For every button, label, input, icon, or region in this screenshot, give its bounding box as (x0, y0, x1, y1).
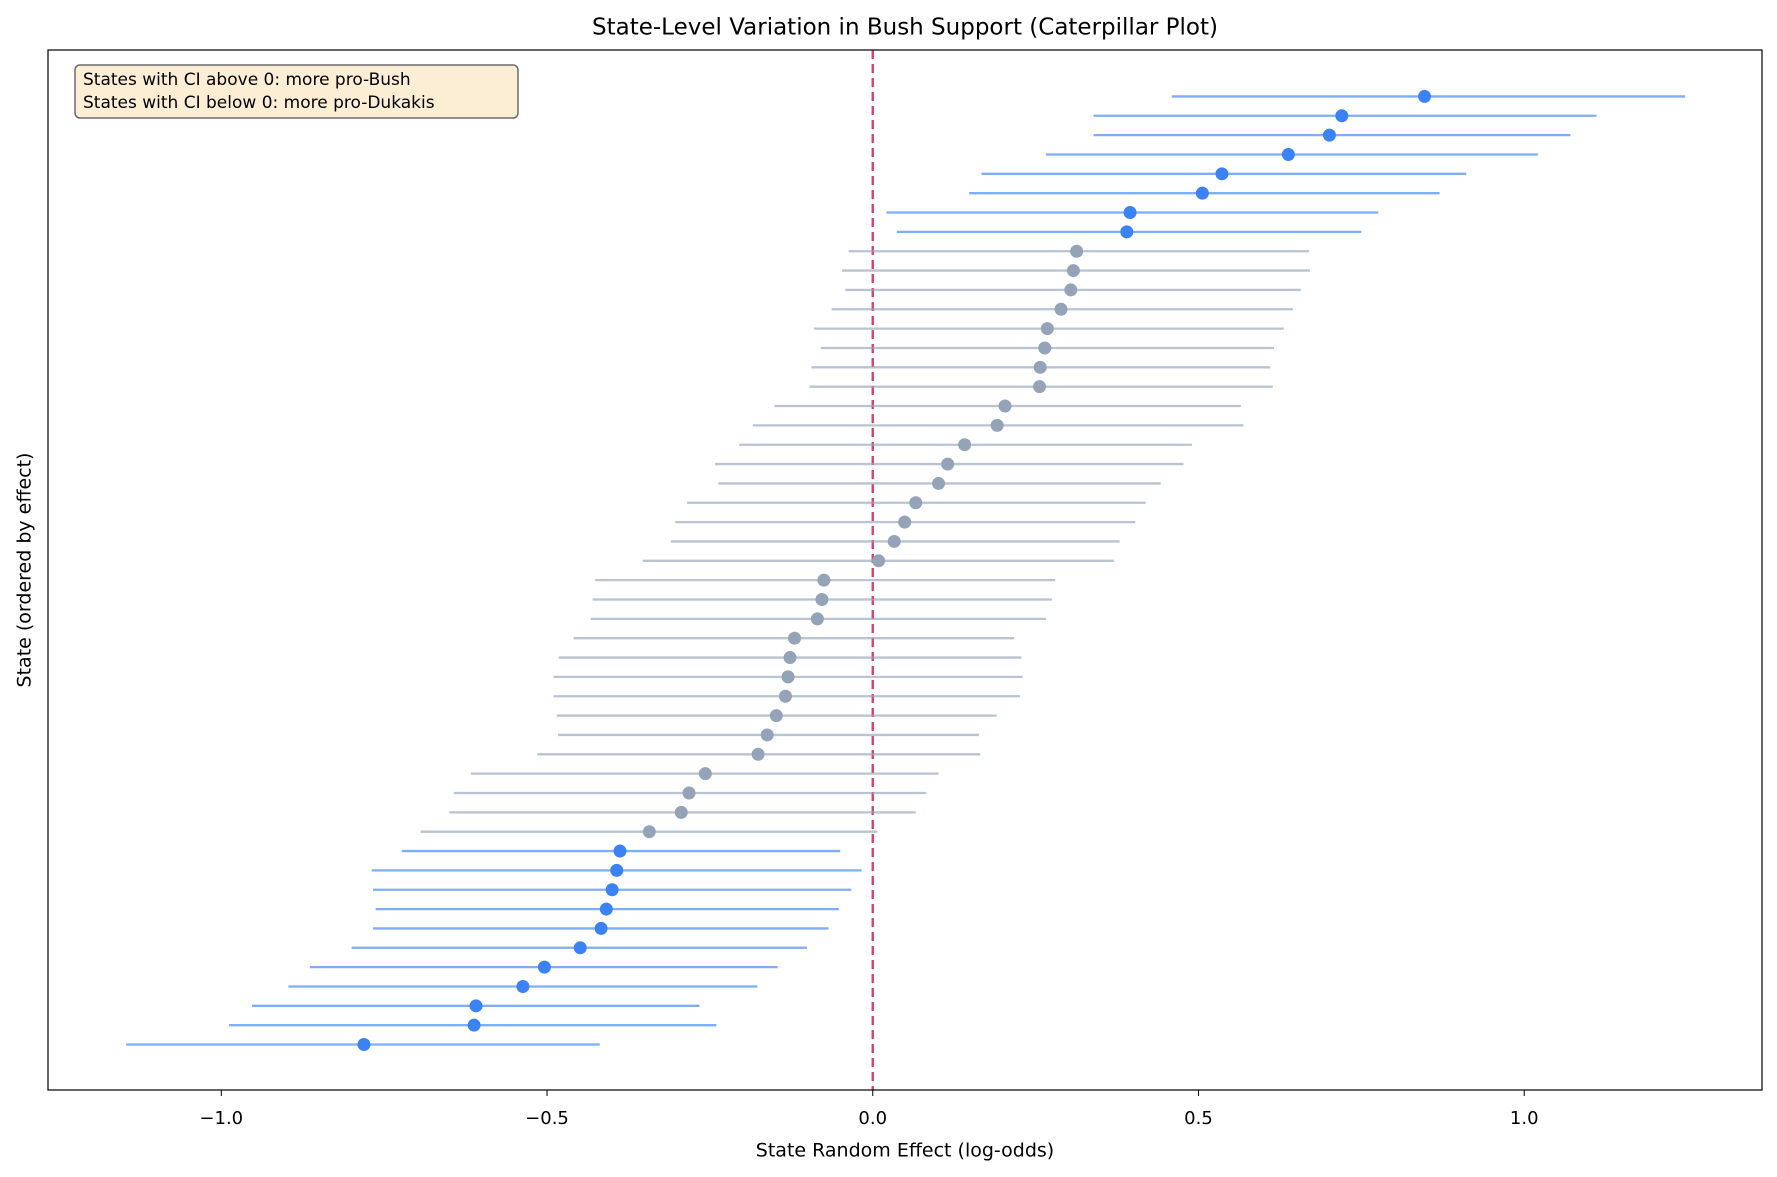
estimate-point (1066, 264, 1080, 278)
x-tick-label: 0.5 (1184, 1108, 1213, 1129)
estimate-point (898, 515, 912, 529)
estimate-point (467, 1018, 481, 1032)
estimate-point (1033, 360, 1047, 374)
estimate-point (958, 438, 972, 452)
estimate-point (781, 670, 795, 684)
annotation-text: States with CI below 0: more pro-Dukakis (83, 93, 435, 113)
y-axis-label: State (ordered by effect) (14, 453, 36, 688)
estimate-point (1070, 244, 1084, 258)
x-axis-label: State Random Effect (log-odds) (756, 1140, 1054, 1162)
estimate-point (642, 825, 656, 839)
estimate-point (769, 709, 783, 723)
estimate-point (537, 960, 551, 974)
annotation: States with CI above 0: more pro-Bush Sta… (74, 64, 519, 119)
estimate-point (887, 534, 901, 548)
estimate-point (990, 418, 1004, 432)
x-tick-label: −0.5 (525, 1108, 569, 1129)
estimate-point (941, 457, 955, 471)
estimate-point (815, 593, 829, 607)
estimate-point (1195, 186, 1209, 200)
plot-frame (47, 49, 1763, 1091)
estimate-point (872, 554, 886, 568)
estimate-point (1322, 128, 1336, 142)
estimate-point (613, 844, 627, 858)
estimate-point (1123, 206, 1137, 220)
estimate-point (1281, 147, 1295, 161)
x-tick-label: 0.0 (858, 1108, 887, 1129)
estimate-point (357, 1038, 371, 1052)
estimate-point (599, 902, 613, 916)
estimate-point (573, 941, 587, 955)
x-tick-label: 1.0 (1510, 1108, 1539, 1129)
estimate-point (932, 476, 946, 490)
x-tick-label: −1.0 (199, 1108, 243, 1129)
estimate-point (909, 496, 923, 510)
estimate-point (1418, 89, 1432, 103)
estimate-point (594, 921, 608, 935)
estimate-point (1033, 380, 1047, 394)
estimate-point (469, 999, 483, 1013)
estimate-point (998, 399, 1012, 413)
estimate-point (698, 767, 712, 781)
estimate-point (810, 612, 824, 626)
estimate-point (674, 805, 688, 819)
estimate-point (1054, 302, 1068, 316)
estimate-point (751, 747, 765, 761)
estimate-point (516, 979, 530, 993)
estimate-point (1335, 109, 1349, 123)
estimate-point (783, 651, 797, 665)
chart-title: State-Level Variation in Bush Support (C… (592, 15, 1218, 41)
estimate-point (1064, 283, 1078, 297)
estimate-point (1038, 341, 1052, 355)
estimate-point (817, 573, 831, 587)
estimate-point (610, 863, 624, 877)
annotation-box (74, 64, 519, 119)
estimate-point (682, 786, 696, 800)
estimate-point (760, 728, 774, 742)
estimate-point (1215, 167, 1229, 181)
annotation-text: States with CI above 0: more pro-Bush (83, 70, 411, 90)
estimate-point (1040, 322, 1054, 336)
estimate-point (605, 883, 619, 897)
estimate-point (1120, 225, 1134, 239)
estimate-point (788, 631, 802, 645)
estimate-point (778, 689, 792, 703)
